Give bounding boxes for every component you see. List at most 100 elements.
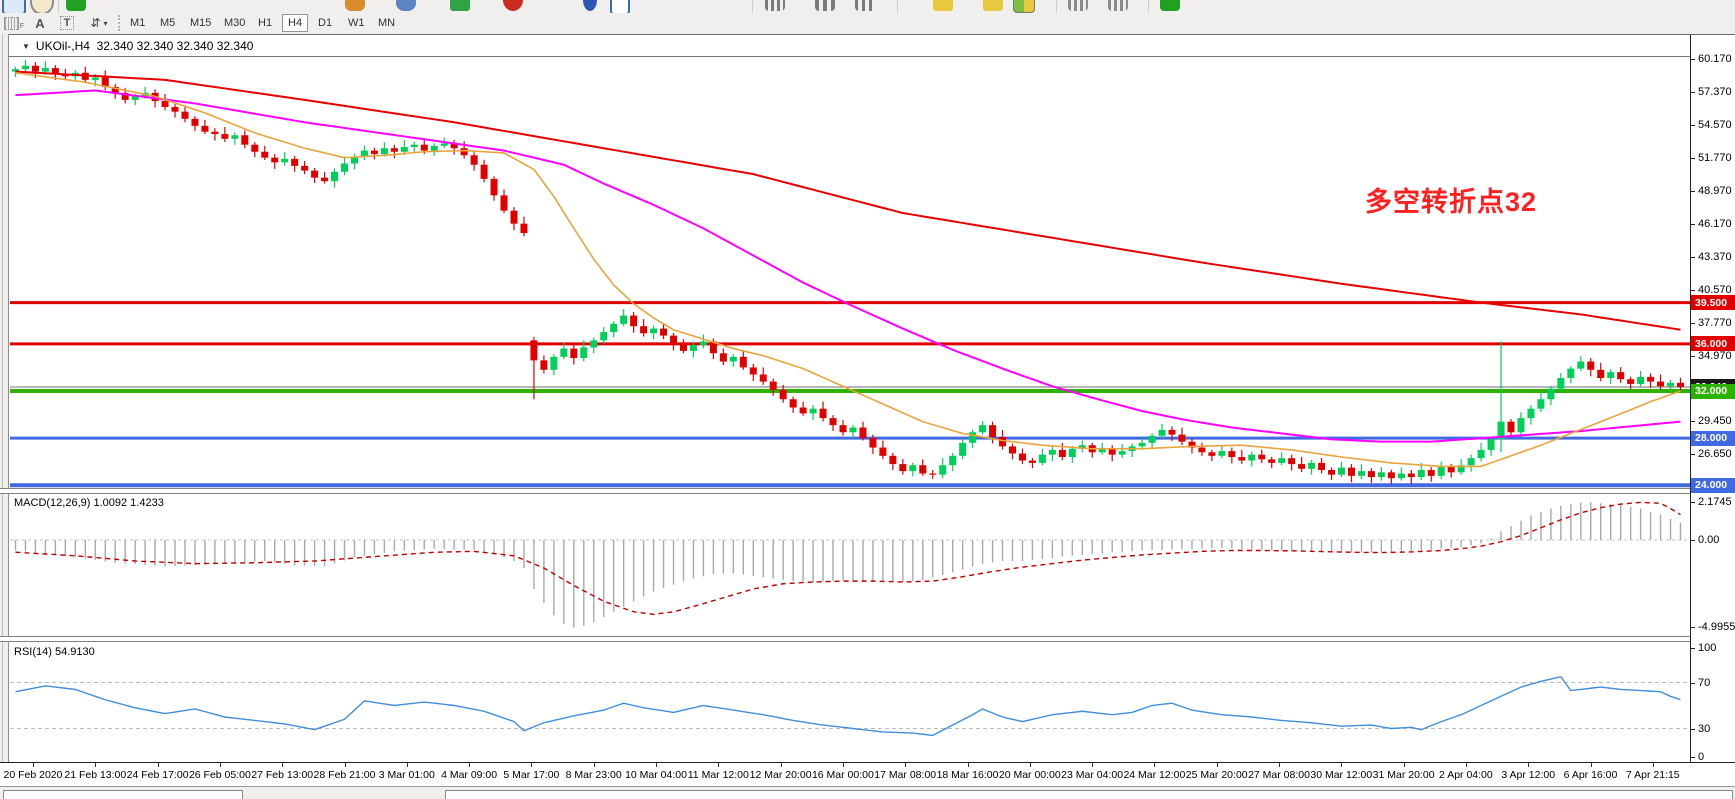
level-badge: 28.000	[1691, 430, 1735, 446]
toolbar-tools: F A T ⇵ ▾ M1 M5 M15 M30 H1 H4 D1 W1 MN	[0, 13, 1735, 35]
price-label: 29.450	[1698, 415, 1732, 428]
autotrade-icon[interactable]	[345, 0, 365, 11]
text-label-button[interactable]: A	[30, 14, 50, 32]
status-bar-section	[445, 790, 1733, 799]
indicators-icon[interactable]	[1068, 0, 1088, 11]
time-tick	[1341, 763, 1343, 767]
time-tick	[33, 763, 34, 767]
price-label: 60.170	[1698, 53, 1732, 65]
time-tick	[718, 763, 720, 767]
price-tick	[1691, 124, 1695, 126]
time-tick	[1652, 763, 1654, 767]
price-tick	[1691, 157, 1695, 159]
time-label: 26 Feb 05:00	[188, 769, 251, 781]
panel-icon[interactable]	[610, 0, 630, 13]
time-label: 3 Apr 12:00	[1501, 769, 1556, 781]
time-tick	[656, 763, 657, 767]
price-tick	[1691, 355, 1695, 357]
time-label: 18 Mar 16:00	[936, 769, 999, 781]
price-tick	[1691, 190, 1695, 192]
time-tick	[593, 763, 595, 767]
macd-indicator-label: MACD(12,26,9) 1.0092 1.4233	[14, 497, 164, 509]
timeframe-button-m15[interactable]: M15	[190, 17, 212, 29]
bar-chart-icon[interactable]	[765, 0, 785, 11]
time-label: 23 Mar 04:00	[1061, 769, 1124, 781]
time-label: 21 Feb 13:00	[64, 769, 127, 781]
timeframe-button-h4[interactable]: H4	[282, 14, 309, 32]
expert-advisor-icon[interactable]	[396, 0, 416, 11]
rsi-label: 30	[1698, 722, 1711, 735]
time-tick	[1528, 763, 1530, 767]
price-label: 37.770	[1698, 316, 1732, 329]
timeframe-button-mn[interactable]: MN	[378, 17, 396, 29]
time-tick	[406, 763, 408, 767]
macd-panel-sizer[interactable]	[0, 488, 1735, 494]
timeframe-button-d1[interactable]: D1	[318, 17, 333, 29]
main-chart-area[interactable]	[9, 57, 1690, 489]
time-tick	[1029, 763, 1031, 767]
price-tick	[1691, 223, 1695, 225]
time-label: 10 Mar 04:00	[625, 769, 687, 781]
time-label: 30 Mar 12:00	[1310, 769, 1373, 781]
time-label: 7 Apr 21:15	[1625, 769, 1680, 781]
time-tick	[344, 763, 346, 767]
line-chart-icon[interactable]	[855, 0, 875, 11]
price-label: 54.570	[1698, 118, 1732, 131]
macd-panel[interactable]	[9, 493, 1690, 635]
time-label: 28 Feb 21:00	[313, 769, 376, 781]
price-label: 51.770	[1698, 151, 1732, 164]
zoom-in-icon[interactable]	[933, 0, 953, 11]
toolbar-separator	[752, 0, 753, 13]
tile-windows-icon[interactable]	[1013, 0, 1035, 13]
toolbar-separator	[58, 0, 59, 13]
timeframe-button-m30[interactable]: M30	[224, 17, 246, 29]
time-label: 6 Apr 16:00	[1563, 769, 1618, 781]
time-label: 24 Mar 12:00	[1123, 769, 1186, 781]
candle-chart-icon[interactable]	[815, 0, 835, 11]
market-watch-icon[interactable]	[30, 0, 54, 13]
add-chart-icon[interactable]	[66, 0, 86, 11]
symbol-period-label: UKOil-,H4	[35, 39, 90, 53]
timeframe-button-h1[interactable]: H1	[258, 17, 273, 29]
chevron-down-icon[interactable]: ▼	[22, 42, 30, 51]
play-icon[interactable]	[450, 0, 470, 11]
toolbar-top	[0, 0, 1735, 14]
rsi-panel[interactable]	[9, 642, 1690, 762]
time-label: 11 Mar 12:00	[687, 769, 749, 781]
price-label: 57.370	[1698, 85, 1732, 98]
level-badge: 32.000	[1691, 383, 1735, 399]
ohlc-values: 32.340 32.340 32.340 32.340	[96, 39, 254, 53]
time-tick	[1279, 763, 1280, 767]
time-label: 12 Mar 20:00	[749, 769, 812, 781]
macd-tick	[1691, 501, 1695, 503]
time-label: 3 Mar 01:00	[378, 769, 435, 781]
price-tick	[1691, 289, 1695, 291]
rsi-panel-sizer[interactable]	[0, 636, 1735, 642]
level-badge: 24.000	[1691, 477, 1735, 493]
time-label: 25 Mar 20:00	[1185, 769, 1248, 781]
plot-top-border	[9, 56, 1690, 57]
new-order-icon[interactable]	[2, 0, 26, 13]
add-indicator-icon[interactable]	[1160, 0, 1180, 11]
timeframe-button-m1[interactable]: M1	[130, 17, 146, 29]
info-icon[interactable]	[583, 0, 597, 11]
macd-label: 0.00	[1698, 534, 1720, 546]
timeframe-button-w1[interactable]: W1	[348, 17, 365, 29]
time-axis[interactable]: 20 Feb 2020 21 Feb 13:00 24 Feb 17:00 26 Fe…	[0, 762, 1735, 787]
timeframe-button-m5[interactable]: M5	[160, 17, 176, 29]
rsi-label: 0	[1698, 751, 1705, 763]
snap-grid-button[interactable]: F	[2, 14, 26, 32]
time-label: 27 Mar 08:00	[1248, 769, 1310, 781]
price-label: 48.970	[1698, 184, 1732, 197]
zoom-out-icon[interactable]	[983, 0, 1003, 11]
chevron-down-icon: ▾	[103, 18, 108, 28]
rsi-tick	[1691, 682, 1695, 684]
stop-icon[interactable]	[503, 0, 523, 11]
arrow-tools-button[interactable]: ⇵ ▾	[84, 14, 114, 32]
periods-icon[interactable]	[1108, 0, 1128, 11]
price-axis[interactable]: 60.170 57.370 54.570 51.770 48.970 46.170 43.3…	[1690, 35, 1735, 763]
text-box-button[interactable]: T	[56, 14, 78, 32]
macd-tick	[1691, 627, 1695, 629]
level-badge: 36.000	[1691, 336, 1735, 352]
